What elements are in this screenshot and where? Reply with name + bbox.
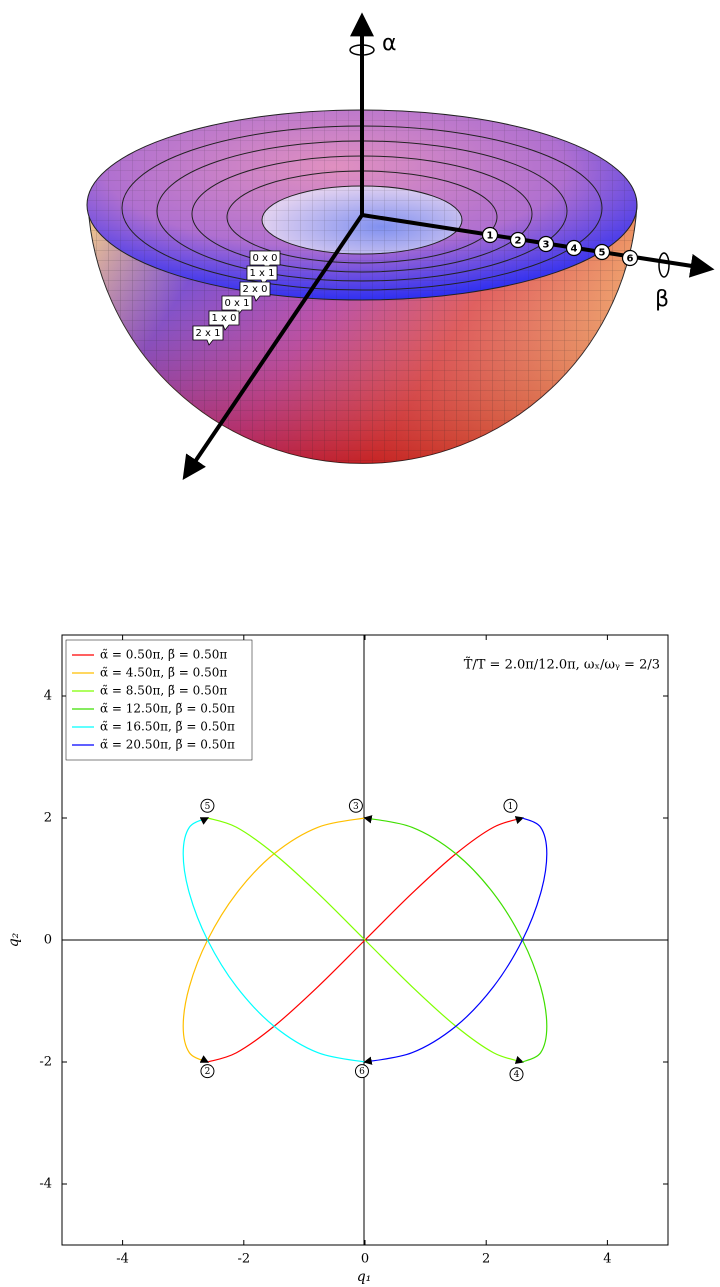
legend-label: α̃ = 20.50π, β̃ = 0.50π: [100, 738, 235, 752]
point-label: 2: [205, 1067, 211, 1077]
point-label: 5: [205, 802, 211, 812]
x-tick-label: 4: [603, 1252, 611, 1267]
point-label: 4: [514, 1070, 520, 1080]
beta-rotation: [659, 253, 669, 277]
rim-marker-label: 1: [487, 231, 494, 242]
mode-tag: 1 x 0: [212, 313, 237, 324]
x-tick-label: -4: [116, 1252, 129, 1267]
point-label: 1: [508, 802, 514, 812]
legend-label: α̃ = 12.50π, β̃ = 0.50π: [100, 702, 235, 716]
legend-label: α̃ = 0.50π, β̃ = 0.50π: [100, 648, 227, 662]
beta-label: β: [655, 287, 669, 312]
y-axis-label: q₂: [6, 932, 22, 947]
y-tick-label: -2: [39, 1055, 52, 1070]
x-tick-label: 2: [482, 1252, 490, 1267]
point-label: 3: [353, 802, 359, 812]
legend-label: α̃ = 4.50π, β̃ = 0.50π: [100, 666, 227, 680]
mode-tag: 2 x 0: [243, 284, 268, 295]
annotation: T̃/T = 2.0π/12.0π, ωₓ/ωᵧ = 2/3: [464, 656, 660, 672]
x-tick-label: -2: [237, 1252, 250, 1267]
rim-marker-label: 5: [599, 248, 606, 259]
y-tick-label: 2: [44, 811, 52, 826]
rim-marker-label: 3: [543, 240, 550, 251]
rim-marker-label: 2: [515, 236, 522, 247]
mode-tag: 0 x 1: [225, 298, 250, 309]
rim-marker-label: 6: [627, 254, 634, 265]
legend-label: α̃ = 8.50π, β̃ = 0.50π: [100, 684, 227, 698]
legend-label: α̃ = 16.50π, β̃ = 0.50π: [100, 720, 235, 734]
y-tick-label: 4: [44, 689, 52, 704]
y-tick-label: -4: [39, 1177, 52, 1192]
hemisphere: α β: [87, 22, 705, 472]
mode-tag: 2 x 1: [196, 328, 221, 339]
mode-tag: 0 x 0: [253, 253, 278, 264]
alpha-label: α: [382, 31, 397, 56]
rim-marker-label: 4: [571, 244, 578, 255]
point-label: 6: [359, 1067, 365, 1077]
mode-tag: 1 x 1: [250, 268, 275, 279]
figure: α β 1 2 3 4 5 6 0 x 0 1 x 1 2 x 0 0 x 1 1 x 0 2 x 1…: [0, 0, 720, 1287]
x-axis-label: q₁: [357, 1269, 372, 1285]
x-tick-label: 0: [361, 1252, 369, 1267]
y-tick-label: 0: [44, 933, 52, 948]
